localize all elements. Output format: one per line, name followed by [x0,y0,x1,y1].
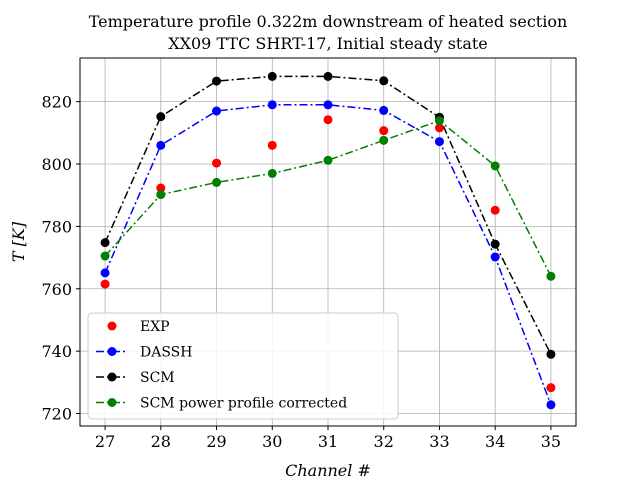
data-point-scm-power-profile-corrected [323,155,333,165]
legend-label-scm-power-profile-corrected: SCM power profile corrected [140,396,347,412]
data-point-scm-power-profile-corrected [156,190,166,200]
legend-label-dassh: DASSH [140,345,192,361]
x-tick-label: 35 [541,432,561,451]
x-tick-label: 31 [318,432,338,451]
data-point-scm-power-profile-corrected [434,116,444,126]
legend-swatch-marker-dassh [107,347,117,356]
data-point-exp [323,115,333,125]
data-point-exp [434,123,444,133]
data-point-exp [490,205,500,215]
data-point-dassh [267,100,277,110]
data-point-dassh [434,137,444,147]
data-point-scm [490,239,500,249]
chart-title: Temperature profile 0.322m downstream of… [89,12,568,31]
y-tick-label: 740 [41,342,72,361]
y-tick-label: 780 [41,217,72,236]
data-point-dassh [156,140,166,150]
series-line-scm-power-profile-corrected [104,119,552,277]
data-point-dassh [323,100,333,110]
data-point-scm-power-profile-corrected [546,271,556,281]
legend: EXP DASSH SCM SCM power profile corrected [87,312,399,420]
data-point-exp [379,126,389,136]
data-point-scm-power-profile-corrected [490,161,500,171]
data-point-scm [323,71,333,81]
y-tick-label: 720 [41,405,72,424]
data-point-scm [100,238,110,248]
data-point-scm [546,349,556,359]
x-tick-label: 30 [262,432,282,451]
data-point-scm [212,76,222,86]
data-point-exp [546,383,556,393]
data-point-dassh [100,268,110,278]
data-point-scm-power-profile-corrected [267,168,277,178]
legend-swatch-marker-scm [107,372,117,382]
x-tick-label: 28 [151,432,171,451]
legend-swatch-marker-exp [107,321,117,331]
x-tick-label: 29 [206,432,226,451]
y-tick-label: 820 [41,93,72,112]
chart-subtitle: XX09 TTC SHRT-17, Initial steady state [168,34,488,53]
y-axis-label: T [K] [9,221,28,262]
data-point-dassh [212,106,222,116]
legend-label-scm: SCM [140,370,175,386]
x-tick-label: 33 [429,432,449,451]
data-point-dassh [546,400,556,410]
tick-labels: 27 28 29 30 31 32 33 34 35 720 740 760 780 800 820 [41,93,561,451]
y-tick-label: 760 [41,280,72,299]
legend-label-exp: EXP [140,319,170,335]
data-point-scm-power-profile-corrected [100,251,110,261]
y-tick-label: 800 [41,155,72,174]
x-tick-label: 32 [374,432,394,451]
data-point-exp [212,158,222,168]
data-point-scm [156,112,166,122]
data-point-exp [267,140,277,150]
x-tick-label: 27 [95,432,115,451]
data-point-exp [100,279,110,289]
data-point-dassh [490,252,500,262]
legend-swatch-marker-scm-power-profile-corrected [107,398,117,407]
data-point-scm [267,71,277,81]
data-point-scm-power-profile-corrected [379,135,389,145]
data-point-scm-power-profile-corrected [212,177,222,187]
legend-frame [87,312,399,420]
x-axis-label: Channel # [285,461,371,480]
data-point-exp [156,183,166,193]
series-group [100,71,556,410]
data-point-dassh [379,105,389,115]
data-point-scm [379,76,389,86]
x-tick-label: 34 [485,432,505,451]
